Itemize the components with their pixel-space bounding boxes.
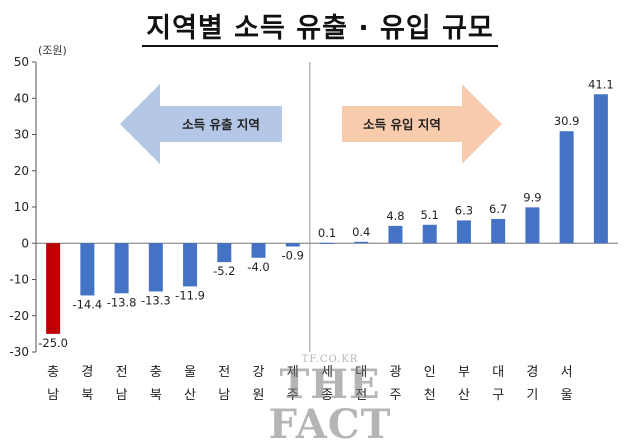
outflow-arrow-label: 소득 유출 지역 (182, 117, 260, 132)
category-label: 제 (287, 365, 299, 380)
category-label: 남 (218, 388, 230, 403)
bar (320, 242, 334, 244)
category-label: 울 (184, 365, 196, 380)
bar (114, 243, 129, 294)
data-label: -13.8 (107, 295, 137, 309)
category-label: 강 (253, 365, 265, 380)
category-label: 기 (526, 388, 538, 403)
y-tick-label: 20 (14, 164, 29, 178)
category-label: 전 (218, 365, 230, 380)
category-label: 대 (492, 365, 504, 380)
outflow-arrow (120, 84, 282, 164)
inflow-arrow (342, 84, 502, 164)
bar (251, 243, 266, 258)
watermark-brand: THE FACT (268, 361, 392, 448)
data-label: -11.9 (175, 288, 205, 302)
data-label: 5.1 (421, 208, 439, 222)
category-label: 서 (561, 365, 573, 380)
category-label: 경 (81, 365, 93, 380)
y-tick-label: 0 (21, 236, 29, 250)
data-label: -0.9 (282, 249, 304, 263)
category-label: 광 (389, 365, 401, 380)
bar (80, 243, 95, 296)
category-label: 천 (424, 388, 436, 403)
data-label: 0.4 (352, 225, 370, 239)
data-label: 30.9 (554, 114, 580, 128)
bar (46, 243, 61, 334)
bar (422, 224, 437, 244)
bar (354, 241, 369, 244)
category-label: 전 (355, 388, 367, 403)
category-label: 대 (355, 365, 367, 380)
category-label: 북 (150, 388, 162, 403)
y-tick-label: 10 (14, 200, 29, 214)
category-label: 산 (184, 388, 196, 403)
data-label: 9.9 (523, 190, 541, 204)
category-label: 산 (458, 388, 470, 403)
data-label: -5.2 (213, 264, 235, 278)
category-label: 전 (116, 365, 128, 380)
bar (148, 243, 163, 292)
category-label: 충 (47, 365, 59, 380)
category-label: 주 (287, 388, 299, 403)
category-label: 원 (253, 388, 265, 403)
category-label: 울 (561, 388, 573, 403)
category-label: 세 (321, 365, 333, 380)
data-label: 6.7 (489, 202, 507, 216)
bar (559, 131, 574, 244)
bar (183, 243, 198, 287)
data-label: 0.1 (318, 226, 336, 240)
data-label: -25.0 (38, 336, 68, 350)
data-label: 4.8 (386, 209, 404, 223)
category-label: 남 (116, 388, 128, 403)
bar-chart: (조원) 50 40 30 20 10 0 -10 -20 -30 소득 유출 지역 소득 유입 지역… (9, 44, 618, 403)
bar (525, 207, 540, 244)
bar (456, 220, 471, 244)
bar (593, 94, 608, 244)
watermark-domain: TF.CO.KR (301, 354, 359, 365)
y-tick-label: 50 (14, 55, 29, 69)
y-axis-unit: (조원) (38, 44, 67, 57)
category-label: 종 (321, 388, 333, 403)
chart-title: 지역별 소득 유출 · 유입 규모 (0, 6, 640, 47)
y-tick-label: 30 (14, 128, 29, 142)
data-label: 6.3 (455, 203, 473, 217)
data-label: 41.1 (588, 77, 614, 91)
data-label: -13.3 (141, 293, 171, 307)
watermark: TF.CO.KR THE FACT (215, 354, 445, 445)
category-label: 남 (47, 388, 59, 403)
category-label: 충 (150, 365, 162, 380)
category-label: 인 (424, 365, 436, 380)
inflow-arrow-label: 소득 유입 지역 (363, 117, 441, 132)
data-label: -4.0 (247, 260, 269, 274)
category-label: 경 (526, 365, 538, 380)
y-tick-label: -20 (9, 309, 29, 323)
bar (217, 243, 232, 263)
category-label: 부 (458, 365, 470, 380)
y-tick-label: -30 (9, 345, 29, 359)
category-label: 주 (389, 388, 401, 403)
bar (388, 225, 403, 244)
data-label: -14.4 (72, 297, 102, 311)
category-label: 북 (81, 388, 93, 403)
y-tick-label: -10 (9, 273, 29, 287)
bar (491, 218, 506, 244)
category-label: 구 (492, 388, 504, 403)
bar (285, 243, 300, 247)
y-tick-label: 40 (14, 91, 29, 105)
